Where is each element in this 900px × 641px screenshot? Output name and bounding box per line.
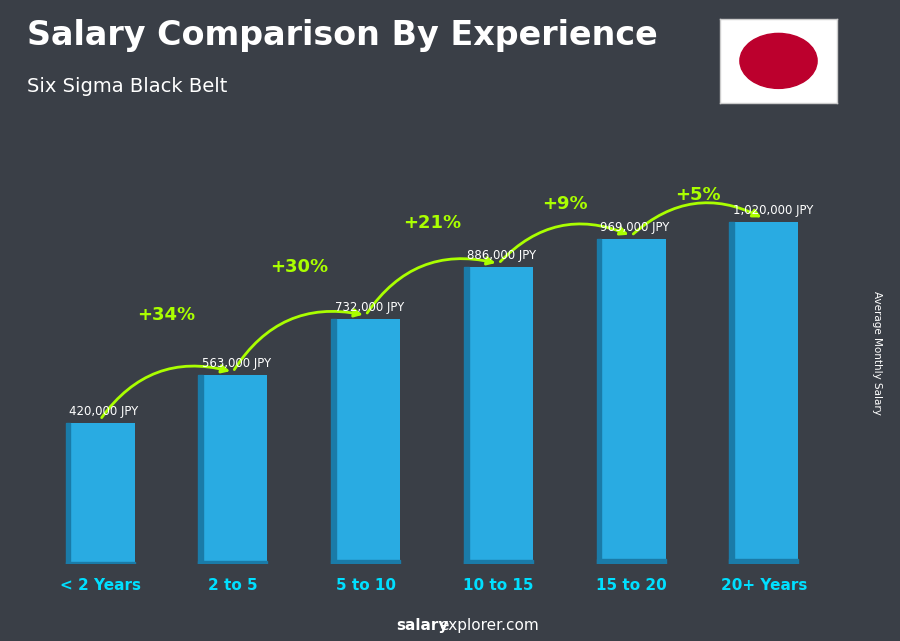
Bar xyxy=(729,559,798,564)
Text: +21%: +21% xyxy=(403,215,461,233)
Text: +9%: +9% xyxy=(542,195,588,213)
Text: 1,020,000 JPY: 1,020,000 JPY xyxy=(733,204,814,217)
Text: salary: salary xyxy=(396,619,448,633)
Text: Salary Comparison By Experience: Salary Comparison By Experience xyxy=(27,19,658,52)
Text: +5%: +5% xyxy=(675,187,720,204)
Text: +30%: +30% xyxy=(270,258,328,276)
Text: explorer.com: explorer.com xyxy=(439,619,539,633)
Text: 420,000 JPY: 420,000 JPY xyxy=(69,405,139,418)
Text: 886,000 JPY: 886,000 JPY xyxy=(467,249,536,262)
Bar xyxy=(464,560,533,564)
Circle shape xyxy=(740,33,817,88)
Bar xyxy=(729,222,734,564)
Bar xyxy=(331,319,400,564)
Bar xyxy=(198,562,267,564)
Bar xyxy=(597,559,666,564)
Bar xyxy=(198,376,203,564)
Text: 563,000 JPY: 563,000 JPY xyxy=(202,357,271,370)
Bar xyxy=(464,267,533,564)
Bar xyxy=(331,560,400,564)
Bar xyxy=(464,267,469,564)
Text: Average Monthly Salary: Average Monthly Salary xyxy=(872,290,883,415)
Bar xyxy=(66,562,135,564)
Text: Six Sigma Black Belt: Six Sigma Black Belt xyxy=(27,77,228,96)
Text: 732,000 JPY: 732,000 JPY xyxy=(335,301,404,313)
Bar xyxy=(66,423,135,564)
Bar xyxy=(66,423,70,564)
Bar xyxy=(198,376,267,564)
Text: +34%: +34% xyxy=(138,306,195,324)
Bar xyxy=(331,319,336,564)
Bar xyxy=(729,222,798,564)
Bar xyxy=(597,239,601,564)
Text: 969,000 JPY: 969,000 JPY xyxy=(600,221,670,234)
Bar xyxy=(597,239,666,564)
